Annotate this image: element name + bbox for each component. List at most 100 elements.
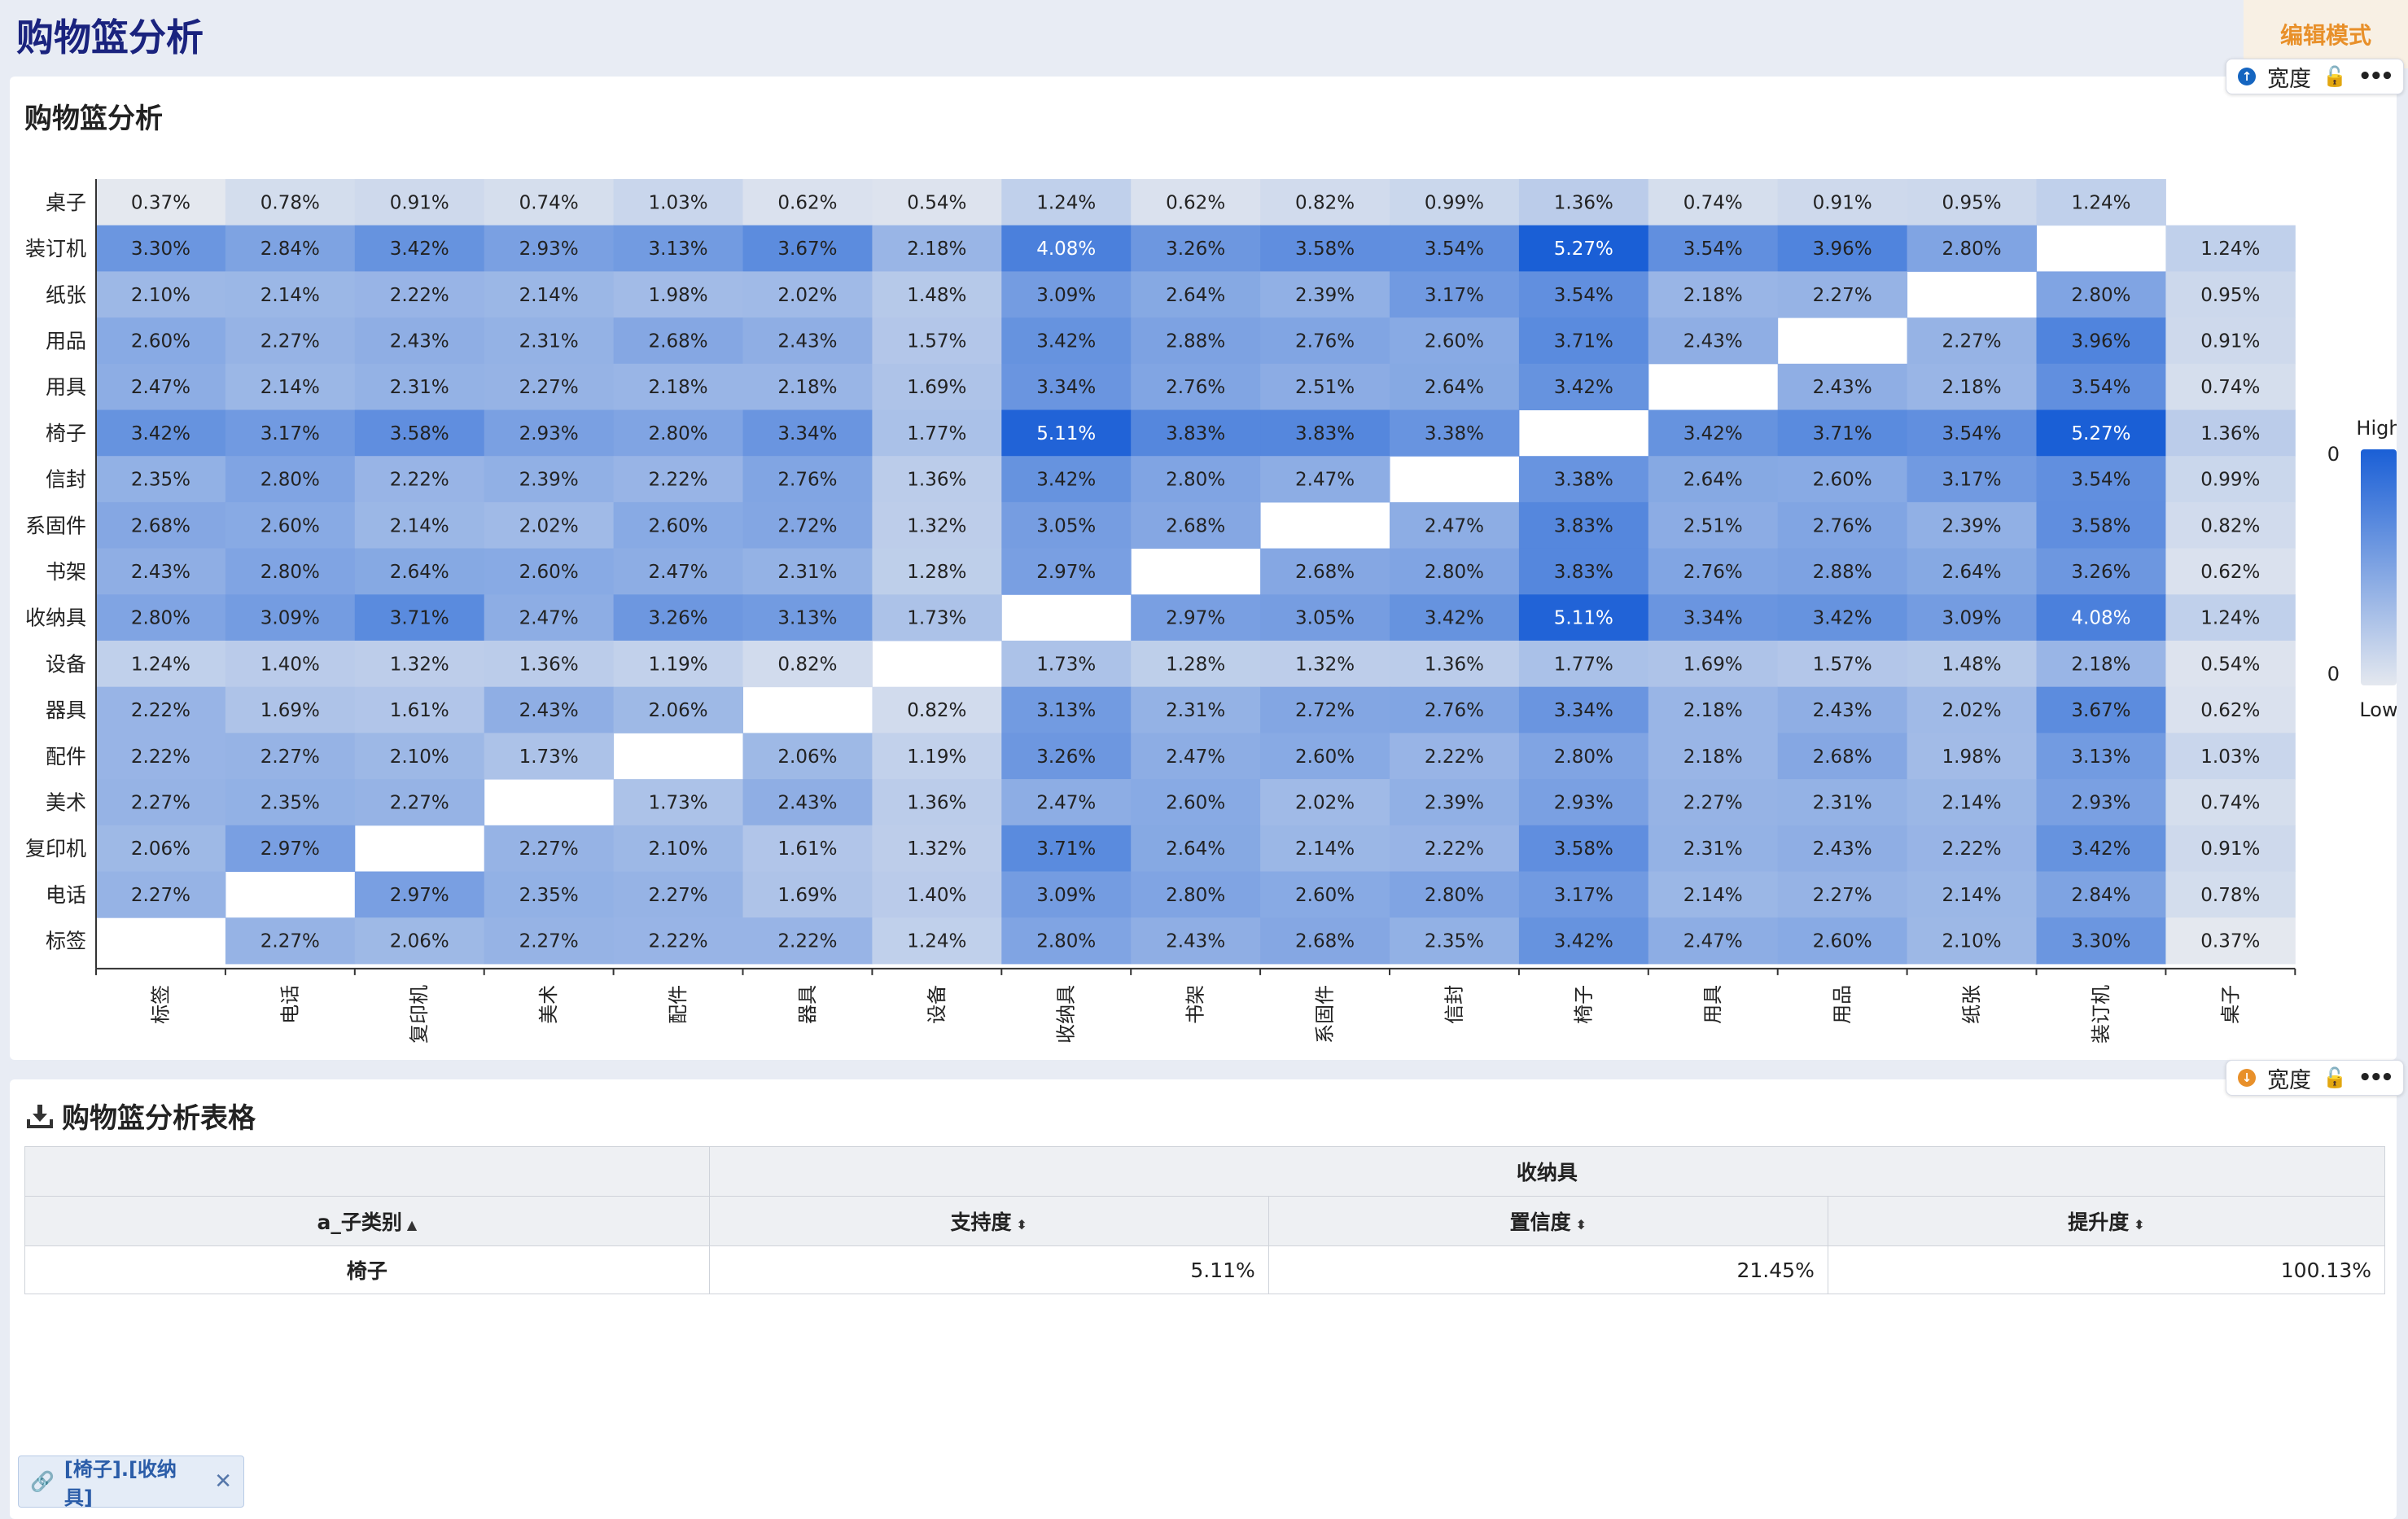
heatmap-cell[interactable] (613, 641, 743, 688)
heatmap-cell[interactable] (613, 225, 743, 272)
heatmap-cell[interactable] (484, 733, 615, 780)
heatmap-cell[interactable] (1131, 317, 1261, 365)
heatmap-cell[interactable] (1777, 409, 1908, 457)
table-row[interactable]: 椅子 5.11% 21.45% 100.13% (24, 1245, 2386, 1294)
heatmap-cell[interactable] (1131, 917, 1261, 965)
heatmap-cell[interactable] (1390, 594, 1520, 641)
heatmap-cell[interactable] (2165, 594, 2296, 641)
heatmap-cell[interactable] (96, 686, 226, 733)
heatmap-cell[interactable] (96, 225, 226, 272)
heatmap-cell[interactable] (2036, 871, 2166, 918)
heatmap-cell[interactable] (613, 594, 743, 641)
heatmap-cell[interactable] (1648, 179, 1779, 226)
sort-icon[interactable]: ⬍ (1575, 1217, 1587, 1232)
heatmap-cell[interactable] (872, 548, 1002, 595)
more-icon[interactable]: ••• (2358, 64, 2394, 89)
heatmap-cell[interactable] (1777, 271, 1908, 318)
heatmap-cell[interactable] (1777, 456, 1908, 503)
heatmap-cell[interactable] (1648, 686, 1779, 733)
heatmap-cell[interactable] (2036, 179, 2166, 226)
heatmap-cell[interactable] (1518, 271, 1649, 318)
heatmap-cell[interactable] (1777, 548, 1908, 595)
heatmap-cell[interactable] (1518, 686, 1649, 733)
heatmap-cell[interactable] (2165, 779, 2296, 826)
width-label[interactable]: 宽度 (2267, 66, 2311, 92)
heatmap-cell[interactable] (1518, 825, 1649, 872)
heatmap-cell[interactable] (1131, 641, 1261, 688)
heatmap-cell[interactable] (872, 363, 1002, 410)
heatmap-cell[interactable] (484, 271, 615, 318)
heatmap-cell[interactable] (1518, 179, 1649, 226)
heatmap-cell[interactable] (1260, 825, 1390, 872)
heatmap-cell[interactable] (1907, 594, 2037, 641)
heatmap-cell[interactable] (2165, 409, 2296, 457)
heatmap-cell[interactable] (1648, 641, 1779, 688)
heatmap-cell[interactable] (225, 363, 356, 410)
heatmap-cell[interactable] (1648, 548, 1779, 595)
filter-chip[interactable]: 🔗 [椅子].[收纳具] ✕ (18, 1456, 244, 1509)
heatmap-cell[interactable] (2036, 686, 2166, 733)
heatmap-cell[interactable] (742, 409, 873, 457)
heatmap-cell[interactable] (354, 225, 485, 272)
heatmap-cell[interactable] (1518, 641, 1649, 688)
heatmap-cell[interactable] (1001, 825, 1132, 872)
heatmap-cell[interactable] (1518, 501, 1649, 549)
heatmap-cell[interactable] (484, 871, 615, 918)
heatmap-cell[interactable] (1131, 225, 1261, 272)
heatmap-cell[interactable] (354, 317, 485, 365)
heatmap-cell[interactable] (742, 456, 873, 503)
heatmap-cell[interactable] (1648, 871, 1779, 918)
column-header-confidence[interactable]: 置信度 ⬍ (1267, 1196, 1828, 1246)
heatmap-cell[interactable] (742, 179, 873, 226)
heatmap-cell[interactable] (872, 594, 1002, 641)
heatmap-cell[interactable] (1260, 733, 1390, 780)
heatmap-cell[interactable] (742, 363, 873, 410)
heatmap-cell[interactable] (96, 501, 226, 549)
heatmap-cell[interactable] (1777, 871, 1908, 918)
heatmap-cell[interactable] (96, 179, 226, 226)
edit-mode-button[interactable]: 编辑模式 (2244, 0, 2408, 68)
width-label[interactable]: 宽度 (2267, 1067, 2311, 1093)
heatmap-cell[interactable] (742, 271, 873, 318)
heatmap-cell[interactable] (1907, 179, 2037, 226)
heatmap-cell[interactable] (2036, 779, 2166, 826)
heatmap-cell[interactable] (2165, 317, 2296, 365)
heatmap-cell[interactable] (1777, 825, 1908, 872)
heatmap-cell[interactable] (872, 686, 1002, 733)
heatmap-cell[interactable] (872, 779, 1002, 826)
heatmap-cell[interactable] (96, 548, 226, 595)
heatmap-cell[interactable] (225, 779, 356, 826)
heatmap-cell[interactable] (742, 501, 873, 549)
heatmap-cell[interactable] (1390, 179, 1520, 226)
heatmap-cell[interactable] (354, 271, 485, 318)
heatmap-cell[interactable] (2165, 456, 2296, 503)
heatmap-cell[interactable] (613, 271, 743, 318)
heatmap-cell[interactable] (2165, 871, 2296, 918)
heatmap-cell[interactable] (96, 317, 226, 365)
heatmap-cell[interactable] (1260, 594, 1390, 641)
heatmap-cell[interactable] (1648, 225, 1779, 272)
heatmap-cell[interactable] (742, 733, 873, 780)
heatmap-cell[interactable] (1260, 917, 1390, 965)
heatmap-cell[interactable] (2165, 225, 2296, 272)
heatmap-cell[interactable] (2036, 317, 2166, 365)
heatmap-cell[interactable] (354, 733, 485, 780)
close-icon[interactable]: ✕ (214, 1469, 232, 1494)
heatmap-cell[interactable] (96, 733, 226, 780)
heatmap-cell[interactable] (1390, 271, 1520, 318)
heatmap-cell[interactable] (1648, 779, 1779, 826)
heatmap-cell[interactable] (1390, 409, 1520, 457)
heatmap-cell[interactable] (484, 825, 615, 872)
heatmap-cell[interactable] (96, 271, 226, 318)
heatmap-cell[interactable] (872, 917, 1002, 965)
heatmap-cell[interactable] (1390, 733, 1520, 780)
heatmap-cell[interactable] (1518, 317, 1649, 365)
heatmap-cell[interactable] (1518, 779, 1649, 826)
heatmap-cell[interactable] (1648, 317, 1779, 365)
heatmap-cell[interactable] (1518, 363, 1649, 410)
heatmap-cell[interactable] (1777, 733, 1908, 780)
heatmap-cell[interactable] (354, 363, 485, 410)
heatmap-cell[interactable] (1390, 225, 1520, 272)
heatmap-cell[interactable] (1390, 317, 1520, 365)
heatmap-cell[interactable] (1001, 179, 1132, 226)
